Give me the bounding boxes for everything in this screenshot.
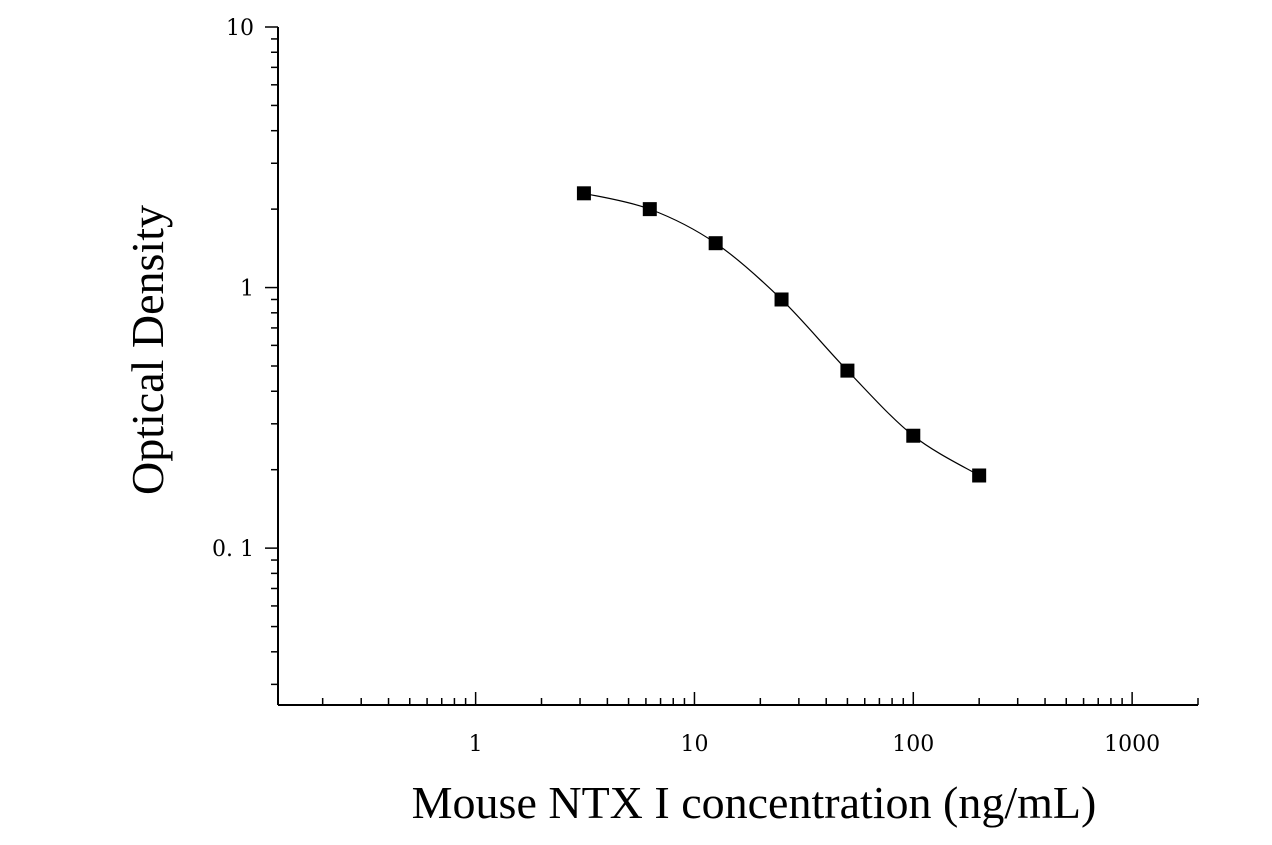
x-axis-title: Mouse NTX I concentration (ng/mL) (412, 777, 1097, 828)
data-point (840, 363, 855, 378)
x-tick-label: 10 (680, 732, 708, 757)
y-major-ticks (265, 26, 278, 549)
data-point (708, 236, 723, 251)
y-tick-labels: 0. 1 1 10 (212, 16, 254, 562)
data-markers (576, 186, 987, 483)
x-tick-label: 1000 (1104, 732, 1160, 757)
data-point (576, 186, 591, 201)
y-minor-ticks (271, 38, 278, 686)
x-minor-ticks (321, 698, 1199, 705)
y-axis-title: Optical Density (122, 205, 173, 495)
x-major-ticks (474, 692, 1133, 705)
y-tick-label: 10 (226, 16, 254, 41)
x-tick-label: 1 (469, 732, 483, 757)
y-tick-label: 0. 1 (212, 537, 254, 562)
x-tick-labels: 1 10 100 1000 (469, 732, 1160, 757)
y-tick-label: 1 (240, 277, 254, 302)
data-point (774, 292, 789, 307)
data-point (642, 202, 657, 217)
data-point (972, 468, 987, 483)
x-tick-label: 100 (892, 732, 934, 757)
data-point (906, 428, 921, 443)
